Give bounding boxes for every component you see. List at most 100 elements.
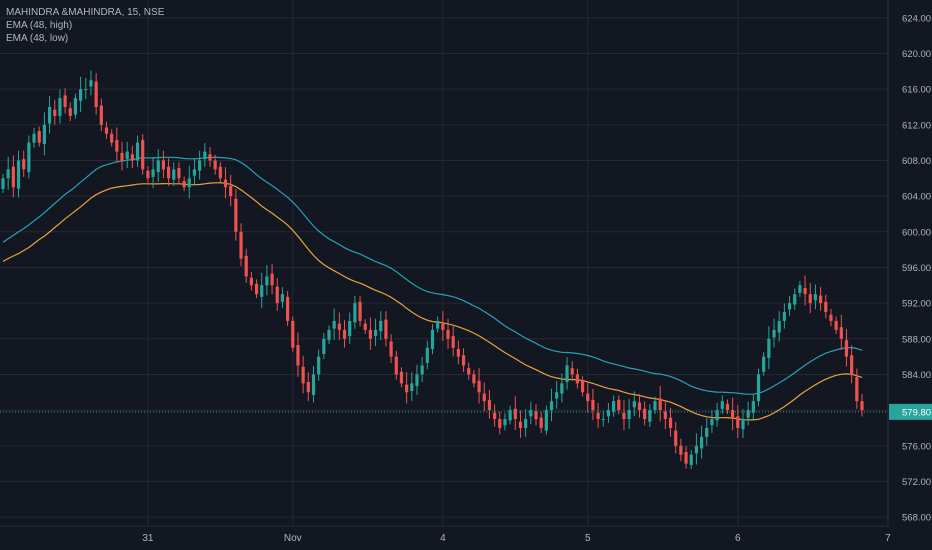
candle-body bbox=[353, 303, 357, 323]
candle bbox=[192, 158, 197, 186]
candle-body bbox=[6, 169, 10, 179]
candle-body bbox=[694, 445, 699, 454]
candle-body bbox=[130, 154, 134, 161]
candle bbox=[653, 396, 657, 415]
candle bbox=[746, 401, 750, 426]
candle bbox=[756, 368, 761, 407]
candle bbox=[6, 156, 10, 190]
candle bbox=[762, 352, 766, 376]
candle-body bbox=[736, 416, 740, 428]
candle-body bbox=[839, 327, 843, 339]
candle bbox=[472, 369, 476, 388]
candle-body bbox=[591, 399, 595, 411]
candle bbox=[22, 150, 26, 178]
candle-body bbox=[265, 276, 269, 286]
candle bbox=[94, 73, 98, 115]
candle bbox=[467, 362, 471, 380]
candle-body bbox=[715, 410, 719, 421]
candle bbox=[684, 446, 688, 469]
candle-body bbox=[306, 382, 310, 393]
y-tick-label: 596.00 bbox=[902, 263, 931, 274]
candle bbox=[301, 355, 305, 394]
candle-body bbox=[813, 294, 818, 301]
candle bbox=[306, 372, 310, 402]
candle bbox=[187, 165, 191, 199]
candle bbox=[575, 368, 579, 389]
candle-body bbox=[720, 401, 724, 409]
candle-body bbox=[725, 403, 730, 411]
candle-body bbox=[58, 98, 62, 116]
candle-body bbox=[368, 329, 373, 339]
candle-body bbox=[270, 273, 274, 286]
candle bbox=[829, 308, 833, 327]
candle-body bbox=[648, 410, 652, 422]
candle-body bbox=[296, 345, 300, 366]
candle bbox=[487, 390, 492, 419]
candle-body bbox=[327, 329, 331, 341]
candle bbox=[203, 143, 207, 167]
candle bbox=[767, 326, 771, 370]
candle-body bbox=[363, 323, 367, 330]
candle-body bbox=[668, 417, 673, 428]
y-tick-label: 612.00 bbox=[902, 120, 931, 131]
candle-body bbox=[674, 430, 678, 446]
candle-body bbox=[405, 384, 409, 393]
candle bbox=[518, 410, 523, 438]
candle-body bbox=[622, 412, 626, 420]
candle-body bbox=[84, 89, 88, 91]
candle bbox=[58, 89, 62, 124]
time-axis[interactable]: 31Nov4567811 bbox=[0, 525, 932, 550]
candle bbox=[363, 319, 367, 334]
x-tick-label: 5 bbox=[585, 533, 591, 544]
candle bbox=[296, 332, 300, 377]
price-axis[interactable]: 568.00572.00576.00580.00584.00588.00592.… bbox=[887, 0, 932, 550]
candle-body bbox=[580, 380, 585, 393]
candle bbox=[456, 340, 460, 365]
candle-body bbox=[451, 336, 455, 348]
candle bbox=[441, 311, 445, 342]
candle bbox=[580, 376, 585, 397]
candle bbox=[373, 318, 378, 347]
candle-body bbox=[699, 436, 704, 449]
candle-body bbox=[818, 295, 823, 304]
candle bbox=[327, 325, 331, 345]
candle-body bbox=[777, 320, 781, 333]
candle bbox=[808, 283, 812, 314]
candle bbox=[524, 409, 528, 437]
candle bbox=[208, 147, 212, 167]
candle-body bbox=[53, 109, 57, 116]
candle bbox=[415, 364, 419, 395]
candle-body bbox=[172, 169, 176, 180]
candle bbox=[172, 162, 176, 187]
candle bbox=[394, 350, 398, 380]
candle bbox=[477, 368, 481, 404]
candle-body bbox=[834, 320, 838, 330]
candle-body bbox=[787, 303, 792, 310]
candle bbox=[544, 405, 548, 435]
candle bbox=[156, 149, 160, 183]
x-tick-label: 7 bbox=[885, 533, 891, 544]
legend-ema-low[interactable]: EMA (48, low) bbox=[6, 33, 69, 44]
candle bbox=[451, 326, 455, 357]
candle bbox=[529, 401, 533, 424]
candle bbox=[166, 158, 171, 186]
legend-ema-high[interactable]: EMA (48, high) bbox=[6, 20, 73, 31]
candle bbox=[663, 400, 667, 430]
candle-body bbox=[544, 410, 548, 431]
candle-body bbox=[358, 301, 362, 321]
candle bbox=[632, 391, 636, 417]
candle-body bbox=[518, 421, 523, 428]
candle-body bbox=[342, 329, 347, 339]
candle-body bbox=[166, 166, 171, 179]
candle-body bbox=[234, 198, 238, 232]
candle bbox=[555, 381, 559, 409]
candle bbox=[317, 349, 321, 381]
candle-body bbox=[549, 401, 554, 411]
candle-body bbox=[32, 133, 36, 143]
candle bbox=[539, 411, 543, 434]
last-price-tag bbox=[889, 403, 932, 420]
legend-symbol[interactable]: MAHINDRA &MAHINDRA, 15, NSE bbox=[6, 7, 165, 18]
candle-body bbox=[146, 170, 150, 179]
candle-body bbox=[767, 338, 771, 358]
candle-body bbox=[68, 108, 72, 116]
